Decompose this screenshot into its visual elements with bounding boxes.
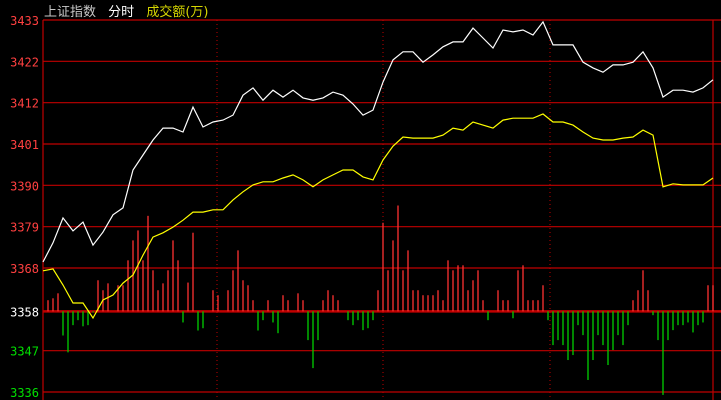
y-tick-label: 3379 — [10, 221, 39, 235]
volume-label: 成交额(万) — [146, 5, 209, 20]
y-tick-label: 3368 — [10, 262, 39, 276]
y-tick-label: 3390 — [10, 179, 39, 193]
y-tick-label: 3433 — [10, 14, 39, 28]
price-line — [42, 20, 714, 263]
y-tick-label: 3401 — [10, 138, 39, 152]
average-price-line — [42, 113, 714, 320]
y-tick-label: 3412 — [10, 97, 39, 111]
mode-label: 分时 — [108, 5, 135, 20]
y-tick-label: 3347 — [10, 345, 39, 359]
index-name: 上证指数 — [44, 5, 97, 20]
y-tick-label: 3358 — [10, 305, 39, 319]
chart-header: 上证指数 分时 成交额(万) — [44, 1, 216, 20]
y-tick-label: 3422 — [10, 55, 39, 69]
y-tick-label: 3336 — [10, 386, 39, 400]
